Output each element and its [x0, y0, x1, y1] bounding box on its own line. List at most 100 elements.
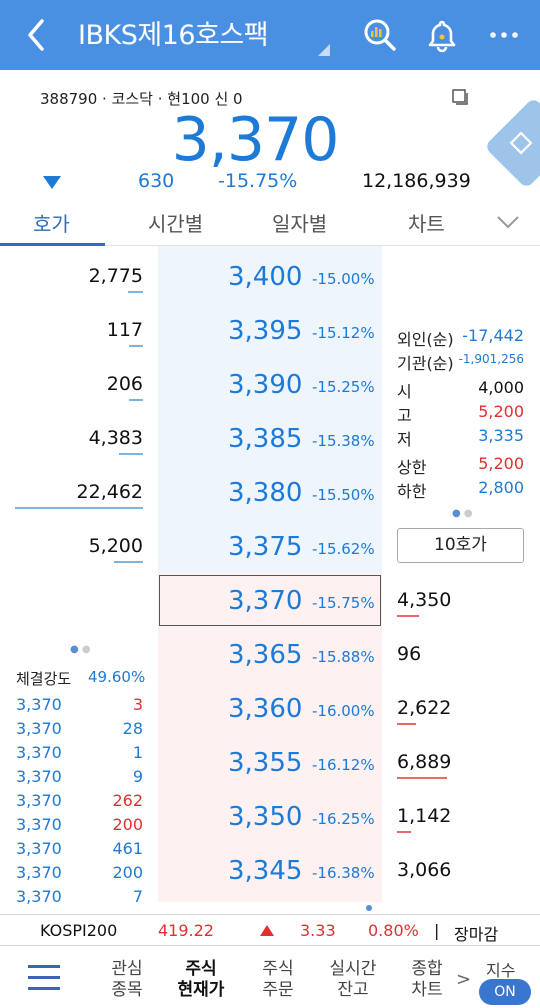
current-price-row[interactable]: 3,370 -15.75% 4,350: [0, 573, 540, 627]
bid-row[interactable]: 3,355 -16.12% 6,889: [0, 735, 540, 789]
tick-price: 3,370: [16, 863, 62, 882]
tick-quantity: 262: [112, 791, 143, 810]
tab-orderbook[interactable]: 호가: [33, 212, 70, 236]
copy-icon[interactable]: [452, 89, 470, 107]
bid-price-column: [158, 573, 382, 902]
tick-quantity: 28: [122, 719, 143, 738]
tick-quantity: 7: [132, 887, 143, 906]
low-value: 3,335: [478, 426, 524, 445]
nav-realtime-balance[interactable]: 실시간 잔고: [318, 959, 388, 1001]
index-toggle-button[interactable]: ON: [479, 979, 531, 1005]
tick-quantity: 1: [132, 743, 143, 762]
nav-more-arrow-icon[interactable]: >: [456, 969, 472, 990]
institution-net-value: -1,901,256: [458, 352, 524, 366]
tick-price: 3,370: [16, 743, 62, 762]
bid-change-percent: -16.00%: [312, 702, 375, 720]
scroll-indicator: [366, 905, 372, 911]
up-arrow-icon: [260, 925, 274, 936]
chevron-down-icon[interactable]: [496, 214, 520, 230]
tick-price: 3,370: [16, 839, 62, 858]
current-price-box: [159, 575, 381, 626]
tab-by-time[interactable]: 시간별: [148, 212, 204, 236]
alert-bell-icon[interactable]: [424, 17, 460, 53]
ask-price: 3,400: [228, 262, 303, 292]
down-arrow-icon: [43, 176, 61, 189]
nav-total-chart-line1: 종합: [411, 959, 443, 979]
tick-price: 3,370: [16, 887, 62, 906]
nav-total-chart[interactable]: 종합 차트: [392, 959, 462, 1001]
index-ticker-bar[interactable]: KOSPI200 419.22 3.33 0.80% | 장마감: [0, 914, 540, 946]
index-toggle-label: 지수: [486, 961, 516, 980]
bid-row[interactable]: 3,365 -15.88% 96: [0, 627, 540, 681]
menu-hamburger-icon[interactable]: [28, 965, 60, 991]
ask-row[interactable]: 22,462 3,380 -15.50%: [0, 465, 540, 519]
bid-change-percent: -16.25%: [312, 810, 375, 828]
nav-stock-order[interactable]: 주식 주문: [243, 959, 313, 1001]
tab-chart[interactable]: 차트: [408, 212, 445, 236]
bid-row[interactable]: 3,345 -16.38% 3,066: [0, 843, 540, 897]
ask-change-percent: -15.62%: [312, 540, 375, 558]
lower-limit-label: 하한: [397, 482, 427, 501]
ask-row[interactable]: 5,200 3,375 -15.62%: [0, 519, 540, 573]
nav-stock-price[interactable]: 주식 현재가: [166, 959, 236, 1001]
index-name: KOSPI200: [40, 921, 118, 940]
ask-change-percent: -15.00%: [312, 270, 375, 288]
ask-price: 3,395: [228, 316, 303, 346]
bid-price: 3,365: [228, 640, 303, 670]
bid-volume-bar: [397, 777, 447, 779]
stock-search-icon[interactable]: [362, 17, 398, 53]
high-label: 고: [397, 406, 412, 425]
ask-price-column: [158, 246, 382, 573]
ask-quantity: 22,462: [76, 481, 143, 503]
ask-volume-bar: [15, 507, 143, 509]
ask-row[interactable]: 117 3,395 -15.12%: [0, 303, 540, 357]
back-arrow-icon[interactable]: [22, 17, 52, 53]
nav-stock-order-line1: 주식: [262, 959, 294, 979]
ask-change-percent: -15.25%: [312, 378, 375, 396]
ticks-page-indicator: ● ●: [70, 644, 91, 655]
tick-price: 3,370: [16, 815, 62, 834]
more-options-icon[interactable]: [486, 17, 522, 53]
lower-limit-value: 2,800: [478, 478, 524, 497]
ten-quote-button[interactable]: 10호가: [397, 528, 524, 563]
nav-stock-price-line2: 현재가: [177, 980, 225, 1000]
current-price: 3,370: [171, 105, 340, 175]
ask-row[interactable]: 206 3,390 -15.25%: [0, 357, 540, 411]
stock-select-dropdown-icon[interactable]: [318, 44, 330, 56]
nav-stock-order-line2: 주문: [262, 980, 294, 1000]
current-row-quantity: 4,350: [397, 589, 452, 611]
ask-quantity: 2,775: [88, 265, 143, 287]
trade-strength-value: 49.60%: [88, 668, 146, 686]
nav-watchlist[interactable]: 관심 종목: [92, 959, 162, 1001]
bid-volume-bar: [397, 831, 411, 833]
foreign-net-label: 외인(순): [397, 330, 454, 349]
tab-by-day[interactable]: 일자별: [272, 212, 328, 236]
bid-row[interactable]: 3,350 -16.25% 1,142: [0, 789, 540, 843]
nav-total-chart-line2: 차트: [411, 980, 443, 1000]
app-header: IBKS제16호스팩: [0, 0, 540, 70]
nav-stock-price-line1: 주식: [185, 959, 217, 979]
trading-volume: 12,186,939: [362, 170, 471, 192]
ask-quantity: 117: [106, 319, 143, 341]
current-row-change-percent: -15.75%: [312, 594, 375, 612]
ask-price: 3,385: [228, 424, 303, 454]
bid-change-percent: -16.38%: [312, 864, 375, 882]
index-change: 3.33: [300, 921, 336, 940]
current-row-volume-bar: [397, 615, 419, 617]
price-change: 630: [138, 170, 175, 192]
ask-price: 3,380: [228, 478, 303, 508]
bid-quantity: 1,142: [397, 805, 452, 827]
detail-tabs: 호가 시간별 일자별 차트: [0, 202, 540, 246]
tick-quantity: 461: [112, 839, 143, 858]
bid-change-percent: -16.12%: [312, 756, 375, 774]
low-label: 저: [397, 430, 412, 449]
ask-row[interactable]: 2,775 3,400 -15.00%: [0, 249, 540, 303]
order-book: 2,775 3,400 -15.00% 117 3,395 -15.12% 206 3,390…: [0, 246, 540, 906]
bid-row[interactable]: 3,360 -16.00% 2,622: [0, 681, 540, 735]
side-panel-handle-icon[interactable]: [508, 130, 534, 156]
ask-price: 3,375: [228, 532, 303, 562]
trade-strength-label: 체결강도: [16, 670, 72, 688]
ask-row[interactable]: 4,383 3,385 -15.38%: [0, 411, 540, 465]
stock-name-title[interactable]: IBKS제16호스팩: [78, 20, 269, 51]
ask-change-percent: -15.50%: [312, 486, 375, 504]
